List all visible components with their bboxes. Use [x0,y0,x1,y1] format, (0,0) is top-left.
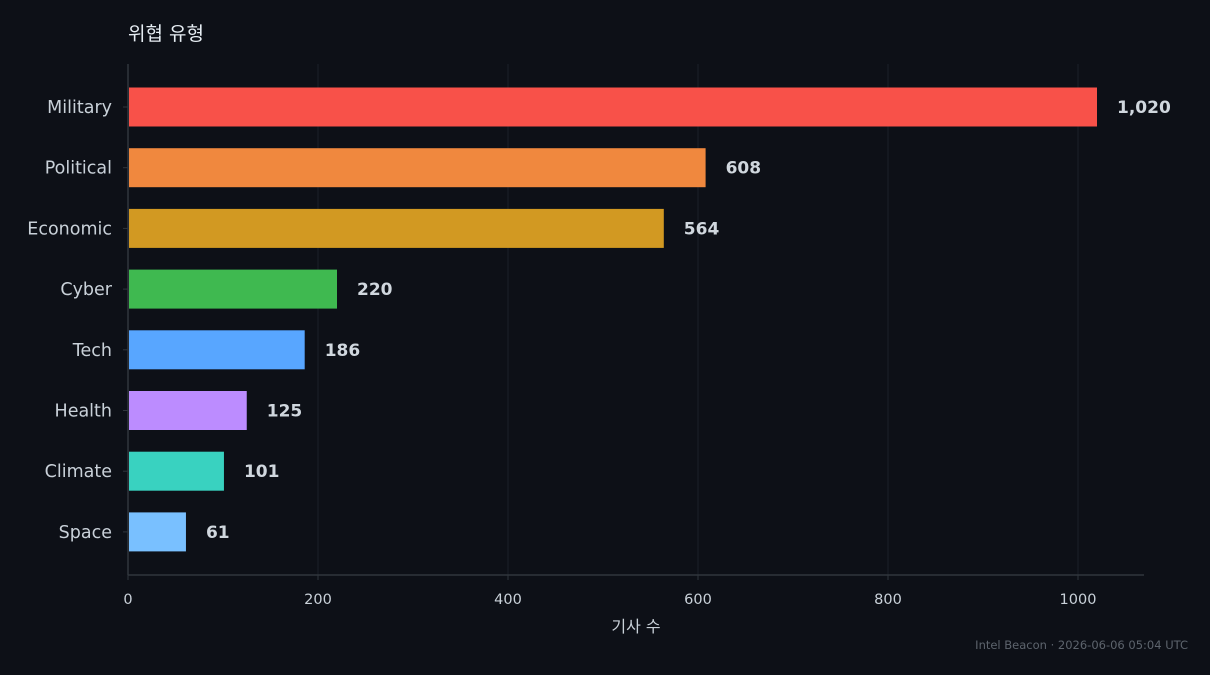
value-label-space: 61 [206,523,230,543]
x-tick-label: 800 [874,592,902,608]
x-tick-labels: 0 200 400 600 800 1000 [123,592,1096,608]
category-label-tech: Tech [72,341,112,361]
category-label-military: Military [47,98,112,118]
value-label-political: 608 [726,159,762,179]
category-label-climate: Climate [45,462,112,482]
value-label-economic: 564 [684,219,720,239]
category-label-health: Health [55,402,112,422]
value-labels: 1,020 608 564 220 186 125 101 61 [206,98,1171,543]
bar-tech [129,330,305,370]
bar-space [129,512,186,552]
bar-climate [129,451,224,491]
x-tick-label: 1000 [1060,592,1097,608]
x-tick-label: 200 [304,592,332,608]
bar-political [129,148,706,188]
category-label-cyber: Cyber [60,280,112,300]
x-tick-label: 400 [494,592,522,608]
footer-credit: Intel Beacon · 2026-06-06 05:04 UTC [975,638,1188,652]
grid-lines [317,64,1079,575]
x-axis-label: 기사 수 [611,617,660,636]
category-label-space: Space [59,523,112,543]
x-tick-label: 0 [123,592,132,608]
bar-cyber [129,269,337,309]
value-label-cyber: 220 [357,280,393,300]
value-label-tech: 186 [325,341,361,361]
bar-military [129,87,1097,127]
category-label-economic: Economic [27,219,112,239]
value-label-health: 125 [267,402,303,422]
chart-title: 위협 유형 [128,23,204,45]
bars [129,87,1097,552]
x-tick-label: 600 [684,592,712,608]
category-labels: Military Political Economic Cyber Tech Health… [27,98,113,543]
axes [123,64,1144,580]
value-label-military: 1,020 [1117,98,1171,118]
value-label-climate: 101 [244,462,280,482]
bar-health [129,391,247,430]
category-label-political: Political [45,159,112,179]
bar-economic [129,208,664,248]
